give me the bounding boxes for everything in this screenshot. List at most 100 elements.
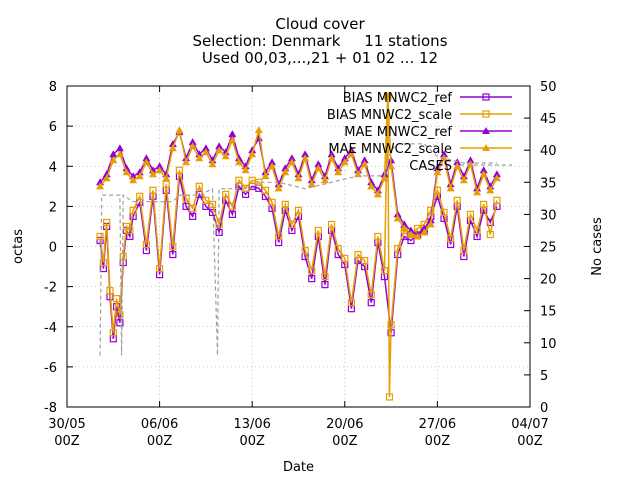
data-point [155,166,164,174]
y2-tick-label: 40 [540,144,557,159]
legend: BIAS MNWC2_ref BIAS MNWC2_scale MAE MNWC2_… [327,91,512,174]
data-point [268,198,276,206]
data-point [182,154,191,162]
data-point [122,164,131,172]
data-point [466,156,475,164]
data-point [380,174,389,182]
data-point [189,212,197,221]
chart-title-line-1: Cloud cover [275,15,365,33]
data-point [208,200,217,208]
y2-tick-label: 30 [540,208,557,223]
data-point [367,178,376,186]
data-point [96,232,104,241]
data-point [334,168,343,176]
x-tick-label: 00Z [239,434,265,449]
data-point [347,299,356,307]
data-point [201,144,210,152]
data-point [106,287,114,295]
data-point [447,234,455,243]
data-point [126,226,134,235]
data-point [347,150,356,158]
data-point [175,126,184,134]
data-point [301,246,309,255]
y2-axis-label: No cases [590,217,605,276]
data-point [169,250,177,259]
data-point [235,176,243,184]
data-point [473,226,481,235]
x-tick-label: 20/06 [326,417,363,432]
x-tick-label: 00Z [147,434,173,449]
data-point [109,156,118,164]
data-point [115,144,124,152]
data-point [248,176,256,184]
data-point [341,254,349,263]
data-point [360,160,369,168]
data-point [473,188,482,196]
data-point [215,146,224,154]
data-point [374,232,382,241]
data-point [281,200,289,208]
data-point [234,154,243,162]
data-point [281,168,290,176]
legend-marker [482,93,490,101]
data-point [142,154,151,162]
data-point [446,180,455,188]
data-point [387,162,396,170]
data-point [373,190,382,198]
data-point [492,170,501,178]
y-tick-label: 0 [49,241,57,256]
data-point [129,176,138,184]
x-tick-label: 06/06 [141,417,178,432]
data-point [440,150,449,158]
data-point [479,170,488,178]
x-tick-label: 13/06 [233,417,270,432]
data-point [182,158,191,166]
y2-tick-label: 45 [540,112,557,127]
data-point [189,204,197,212]
data-point [308,275,316,283]
data-point [215,142,224,150]
data-point [460,246,468,255]
x-tick-label: 30/05 [48,417,85,432]
data-point [453,162,462,170]
data-point [274,180,283,188]
data-point [383,92,392,100]
series-4 [99,143,497,356]
x-tick-label: 00Z [332,434,358,449]
data-point [394,244,402,253]
x-tick-label: 00Z [517,434,543,449]
y-tick-label: 2 [49,200,57,215]
data-point [321,272,329,281]
data-point [301,150,310,158]
data-point [347,146,356,154]
series-line [99,95,498,398]
x-tick-label: 00Z [425,434,451,449]
data-point [466,210,475,218]
data-point [327,220,336,229]
data-point [156,264,164,273]
data-point [142,158,151,166]
data-point [261,186,270,194]
data-point [195,182,203,190]
data-point [433,168,442,176]
data-point [459,176,468,184]
data-point [254,126,263,134]
data-point [155,162,164,170]
data-point [287,158,296,166]
y2-tick-label: 20 [540,273,557,288]
data-point [274,184,283,192]
data-point [294,170,303,178]
data-point [135,172,144,180]
legend-label: MAE MNWC2_ref [344,125,452,140]
y2-tick-label: 50 [540,80,557,95]
data-point [188,142,197,150]
legend-label: CASES [409,159,452,174]
data-point [202,196,210,204]
legend-label: BIAS MNWC2_ref [343,91,453,106]
chart-title-line-2: Selection: Denmark 11 stations [192,32,448,50]
y-tick-label: 6 [49,120,57,135]
data-point [307,176,316,184]
legend-marker [482,127,490,134]
data-point [314,226,322,235]
